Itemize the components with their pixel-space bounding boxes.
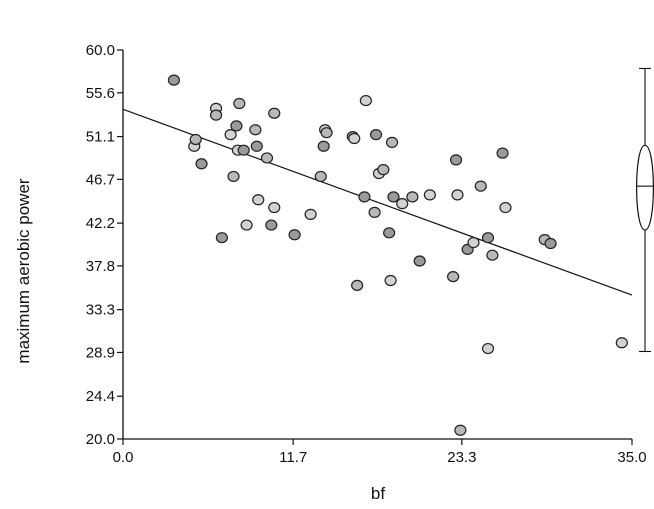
data-point [230, 120, 243, 132]
data-point [195, 158, 208, 170]
data-point [544, 237, 557, 250]
x-axis-title: bf [371, 484, 385, 503]
data-point [451, 189, 464, 201]
data-point [265, 219, 278, 231]
data-point [423, 189, 436, 201]
y-tick-label: 33.3 [86, 302, 115, 319]
data-points [167, 74, 628, 436]
data-point [249, 124, 262, 136]
x-axis-ticks: 0.0 11.7 23.3 35.0 [113, 439, 647, 466]
data-point [237, 144, 250, 156]
data-point [240, 219, 253, 231]
data-point [227, 170, 240, 183]
y-tick-label: 55.6 [86, 85, 115, 102]
data-point [369, 129, 383, 141]
data-point [320, 127, 333, 139]
data-point [474, 180, 487, 192]
data-point [406, 191, 419, 203]
y-axis-title: maximum aerobic power [14, 178, 33, 364]
data-point [252, 194, 265, 206]
data-point [268, 107, 281, 119]
x-tick-label: 35.0 [617, 449, 646, 466]
y-tick-label: 51.1 [86, 129, 115, 146]
data-point [359, 94, 372, 107]
data-point [215, 232, 228, 244]
data-point [615, 337, 628, 349]
data-point [224, 129, 237, 141]
y-tick-label: 46.7 [86, 171, 115, 188]
data-point [377, 164, 390, 176]
data-point [209, 109, 223, 121]
data-point [384, 274, 397, 287]
data-point [167, 74, 180, 86]
data-point [268, 201, 281, 214]
data-point [348, 132, 361, 145]
data-point [413, 255, 426, 267]
data-point [314, 170, 327, 183]
boxplot-box [636, 144, 654, 231]
y-tick-label: 60.0 [86, 42, 115, 59]
data-point [288, 229, 301, 241]
data-point [499, 201, 512, 214]
data-point [317, 140, 330, 152]
data-point [481, 232, 495, 244]
data-point [304, 208, 317, 220]
y-tick-label: 24.4 [86, 388, 115, 405]
data-point [385, 136, 399, 148]
data-point [449, 154, 463, 166]
data-point [351, 279, 364, 291]
data-point [467, 236, 480, 249]
data-point [358, 191, 371, 203]
y-tick-label: 37.8 [86, 258, 115, 275]
y-tick-label: 28.9 [86, 344, 115, 361]
y-tick-label: 42.2 [86, 215, 115, 232]
data-point [486, 249, 499, 261]
y-axis-ticks: 20.0 24.4 28.9 33.3 37.8 42.2 46.7 51.1 55.6 60.0 [86, 42, 123, 448]
data-point [250, 140, 263, 152]
x-tick-label: 0.0 [113, 449, 134, 466]
data-point [260, 152, 274, 164]
regression-line [122, 108, 633, 296]
data-point [454, 424, 467, 436]
data-point [368, 206, 381, 219]
data-point [496, 147, 509, 159]
x-tick-label: 23.3 [447, 449, 476, 466]
data-point [383, 227, 396, 239]
x-tick-label: 11.7 [279, 449, 307, 466]
data-point [189, 133, 202, 146]
data-point [447, 270, 460, 283]
data-point [481, 342, 495, 355]
data-point [233, 97, 246, 110]
y-tick-label: 20.0 [86, 431, 115, 448]
data-point [387, 191, 400, 203]
data-point [396, 198, 409, 210]
y-boxplot [636, 67, 654, 353]
